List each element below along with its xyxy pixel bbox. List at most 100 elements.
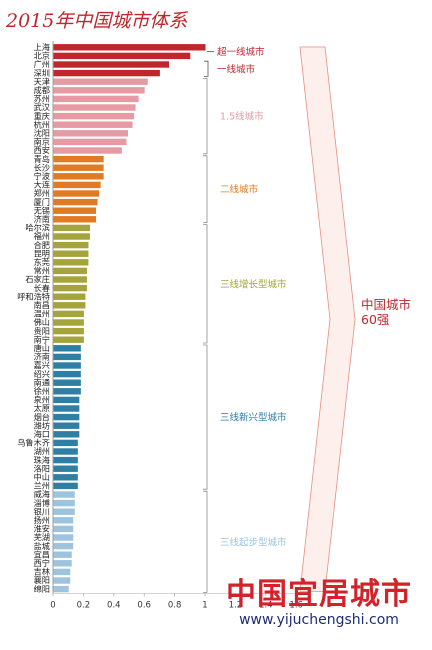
bar <box>53 52 191 60</box>
summary-label-1: 中国城市 <box>361 297 411 312</box>
bar <box>53 147 122 154</box>
category-label: 嘉兴 <box>34 360 50 370</box>
bar <box>53 482 78 490</box>
category-label: 烟台 <box>34 412 50 422</box>
category-label: 徐州 <box>34 386 50 396</box>
bar <box>53 310 84 318</box>
bar <box>53 284 87 292</box>
bar <box>53 379 81 386</box>
category-label: 广州 <box>34 59 50 69</box>
bars-layer <box>53 44 206 593</box>
x-tick-label: 0 <box>50 600 55 610</box>
tier-bracket <box>203 490 208 593</box>
tier-bracket <box>204 60 209 77</box>
bar <box>53 336 84 343</box>
bar <box>53 517 74 524</box>
category-label: 厦门 <box>34 197 50 207</box>
bar <box>53 190 100 197</box>
x-tick-label: 1 <box>202 600 207 610</box>
bar <box>53 345 81 352</box>
bar <box>53 69 160 77</box>
bar <box>53 276 87 283</box>
category-label: 兰州 <box>34 481 50 491</box>
x-tick-label: 1.2 <box>229 600 243 610</box>
bar <box>53 104 136 111</box>
category-label: 青岛 <box>34 154 50 164</box>
category-label: 南宁 <box>34 334 50 344</box>
category-label: 太原 <box>34 403 50 413</box>
category-label: 盐城 <box>34 541 50 551</box>
category-label: 杭州 <box>34 119 50 129</box>
category-label: 佛山 <box>34 317 50 327</box>
summary-arrow-shape <box>299 46 356 592</box>
tier-label: 二线城市 <box>220 184 259 196</box>
category-label: 西安 <box>34 145 50 155</box>
category-label: 宁波 <box>34 171 50 181</box>
bar <box>53 585 69 593</box>
category-label: 淮安 <box>34 524 50 534</box>
category-label: 上海 <box>34 42 50 52</box>
category-label: 武汉 <box>34 102 50 112</box>
category-label: 东莞 <box>34 257 50 267</box>
category-label: 贵阳 <box>34 326 50 336</box>
bar <box>53 508 75 515</box>
watermark-brand: 中国宜居城市 <box>226 577 412 612</box>
category-label: 福州 <box>34 231 50 241</box>
bar <box>53 439 78 447</box>
category-label: 珠海 <box>34 455 50 465</box>
bar <box>53 155 104 163</box>
bar <box>53 353 81 361</box>
x-tick-label: 0.8 <box>168 600 182 610</box>
x-tick-label: 1.6 <box>289 600 303 610</box>
tier-bracket <box>203 344 208 490</box>
bar <box>53 302 86 309</box>
category-labels: 上海北京广州深圳天津成都苏州武汉重庆杭州沈阳南京西安青岛长沙宁波大连郑州厦门无锡… <box>17 42 50 594</box>
category-label: 绵阳 <box>34 584 50 594</box>
category-label: 温州 <box>34 309 50 319</box>
category-label: 南昌 <box>34 300 50 310</box>
tier-bracket <box>203 155 208 223</box>
tier-label: 三线新兴型城市 <box>220 412 287 424</box>
bar <box>53 224 90 232</box>
bar <box>53 465 78 472</box>
category-label: 扬州 <box>34 515 50 525</box>
category-label: 大连 <box>34 180 50 190</box>
bar <box>53 293 86 300</box>
bar <box>53 130 128 137</box>
bar <box>53 560 72 567</box>
category-label: 长春 <box>34 283 50 293</box>
category-label: 西宁 <box>34 558 50 568</box>
bar <box>53 499 75 507</box>
category-label: 合肥 <box>34 240 50 250</box>
chart-title: 2015年中国城市体系 <box>6 10 188 32</box>
bar <box>53 542 74 550</box>
bar <box>53 491 75 498</box>
bar <box>53 181 101 189</box>
bar <box>53 259 89 266</box>
bar <box>53 112 135 120</box>
bar <box>53 431 80 438</box>
bar <box>53 456 78 464</box>
category-label: 天津 <box>34 76 50 86</box>
x-tick-label: 1.4 <box>259 600 273 610</box>
category-label: 苏州 <box>34 94 50 104</box>
category-label: 成都 <box>34 85 50 95</box>
category-label: 郑州 <box>34 188 50 198</box>
bar <box>53 78 148 85</box>
bar <box>53 233 90 240</box>
x-tick-label: 0.6 <box>137 600 151 610</box>
category-label: 绍兴 <box>34 369 50 379</box>
category-label: 重庆 <box>34 111 50 121</box>
category-label: 海口 <box>34 429 50 439</box>
bar <box>53 216 97 223</box>
tier-bracket <box>203 224 208 344</box>
bar <box>53 44 206 51</box>
category-label: 济南 <box>34 352 50 362</box>
bar <box>53 121 133 128</box>
category-label: 沈阳 <box>34 128 50 138</box>
bar <box>53 568 71 576</box>
summary-label-2: 60强 <box>361 312 390 327</box>
